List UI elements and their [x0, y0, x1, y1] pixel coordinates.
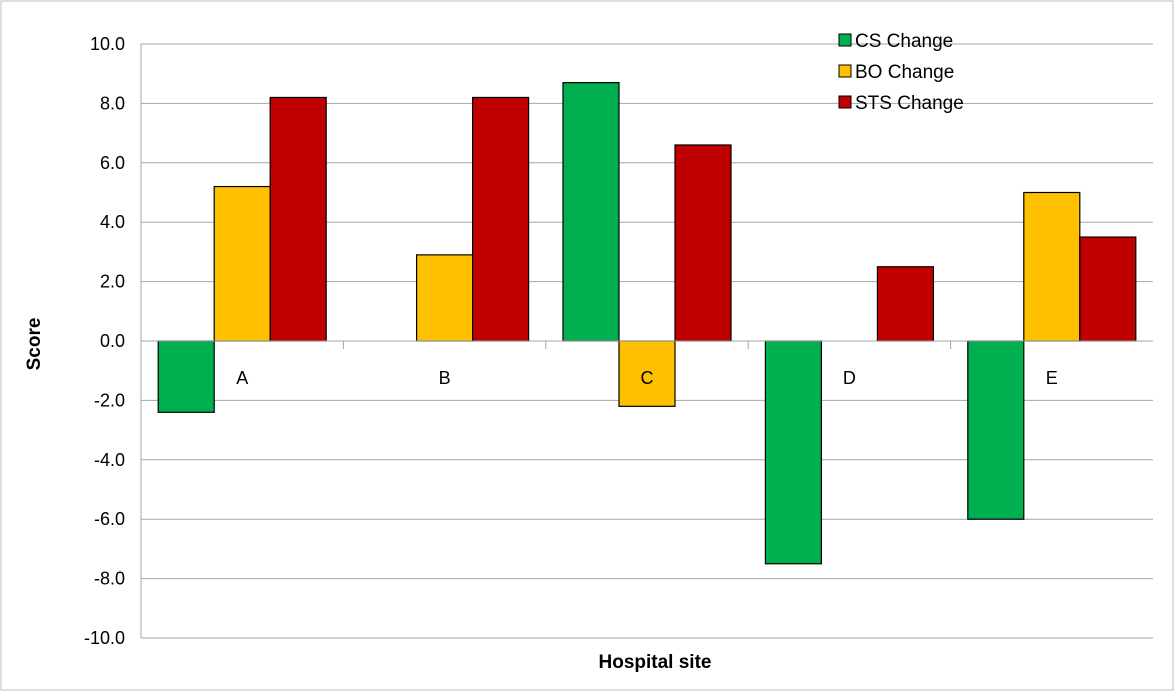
legend-swatch [838, 33, 852, 47]
legend-swatch [838, 95, 852, 109]
category-label: E [1046, 368, 1058, 388]
bar-cs-change-c [562, 82, 620, 342]
y-tick-label: -6.0 [94, 509, 125, 529]
legend-label: CS Change [855, 31, 953, 52]
y-axis-title: Score [24, 318, 45, 371]
bar-sts-change-c [674, 144, 732, 342]
y-tick-labels: 10.0 8.0 6.0 4.0 2.0 0.0 -2.0 -4.0 -6.0 -8.0 -10.0 [84, 34, 125, 648]
legend: CS Change BO Change STS Change [838, 31, 964, 114]
bar-bo-change-c [618, 340, 676, 407]
category-label: C [641, 368, 654, 388]
bar-bo-change-a [213, 185, 271, 342]
y-tick-label: -10.0 [84, 628, 125, 648]
bar-sts-change-e [1079, 236, 1137, 342]
category-label: D [843, 368, 856, 388]
y-tick-label: 2.0 [100, 272, 125, 292]
legend-label: BO Change [855, 62, 954, 83]
axes [140, 44, 1153, 638]
bar-cs-change-a [157, 340, 215, 413]
y-tick-label: 6.0 [100, 153, 125, 173]
legend-swatch [838, 64, 852, 78]
y-tick-label: -8.0 [94, 569, 125, 589]
bar-cs-change-d [764, 340, 823, 565]
y-tick-label: 4.0 [100, 212, 125, 232]
y-tick-label: -4.0 [94, 450, 125, 470]
bar-cs-change-e [967, 340, 1025, 520]
y-tick-label: 8.0 [100, 93, 125, 113]
category-label: B [439, 368, 451, 388]
category-labels: A B C D E [236, 368, 1058, 388]
category-label: A [236, 368, 248, 388]
legend-label: STS Change [855, 93, 964, 114]
bar-sts-change-b [472, 96, 530, 342]
bar-sts-change-a [269, 96, 327, 342]
y-tick-label: -2.0 [94, 390, 125, 410]
bar-bo-change-e [1023, 191, 1081, 342]
y-tick-label: 10.0 [90, 34, 125, 54]
x-axis-title: Hospital site [599, 652, 712, 673]
y-tick-label: 0.0 [100, 331, 125, 351]
bar-bo-change-b [416, 254, 474, 342]
bar-sts-change-d [876, 266, 935, 342]
